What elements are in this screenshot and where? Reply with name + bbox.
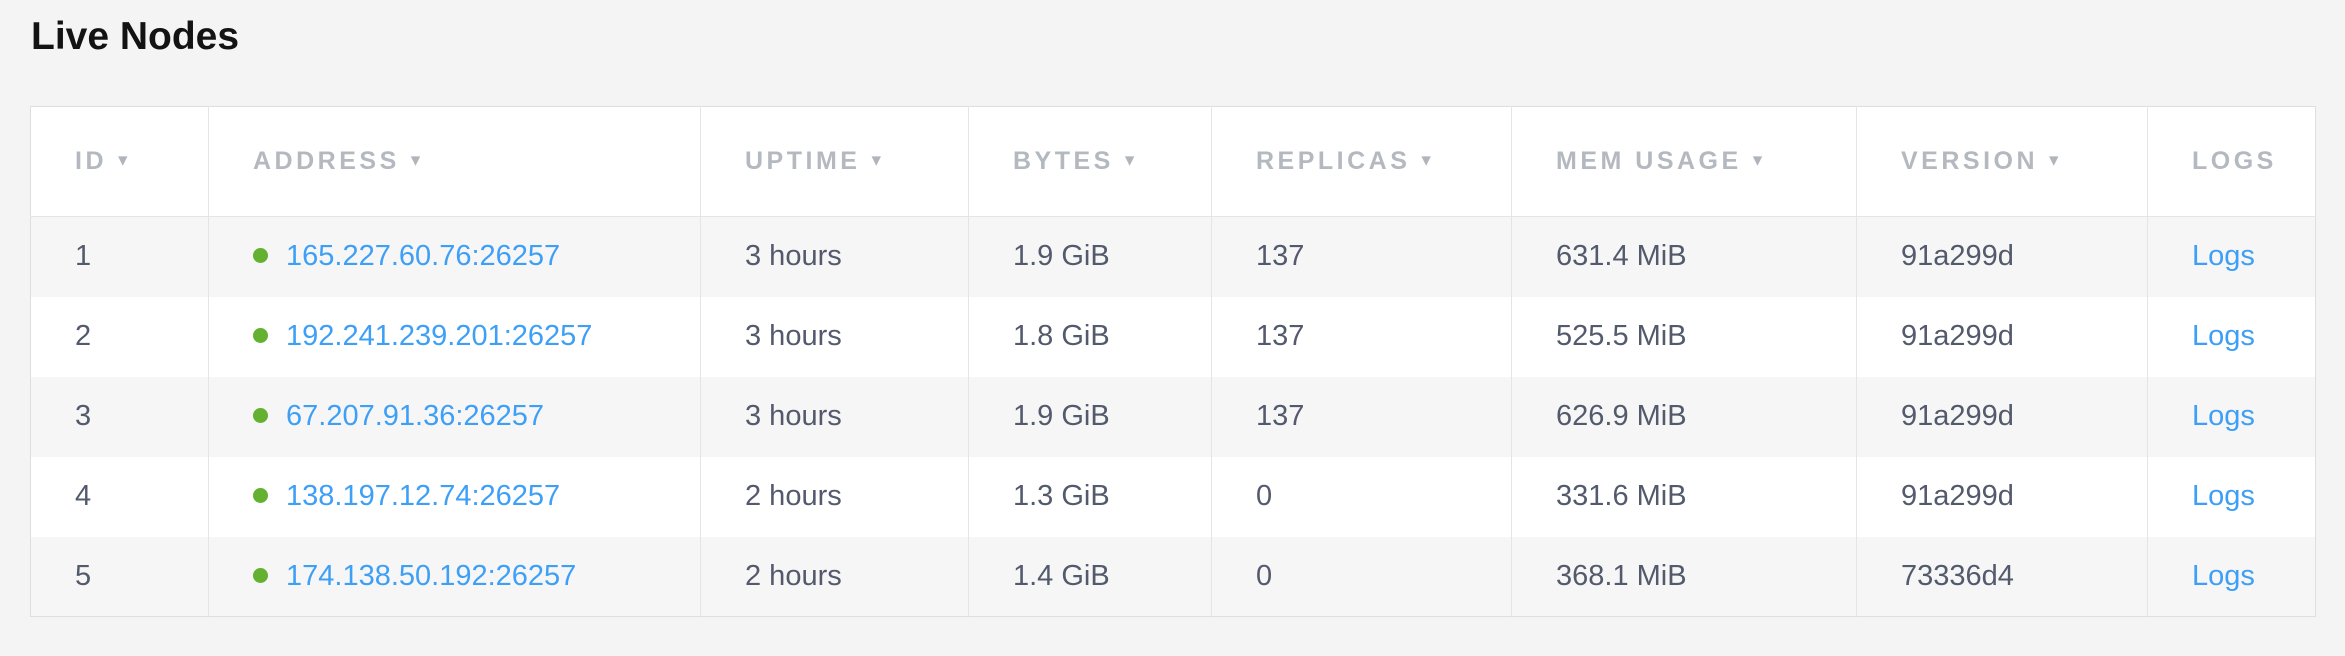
column-header-uptime[interactable]: UPTIME ▾ bbox=[700, 106, 969, 217]
cell-node-id: 2 bbox=[30, 296, 209, 377]
cell-uptime: 3 hours bbox=[700, 216, 969, 297]
cell-mem-usage: 631.4 MiB bbox=[1511, 216, 1857, 297]
cell-mem-usage: 368.1 MiB bbox=[1511, 536, 1857, 617]
cell-uptime: 3 hours bbox=[700, 376, 969, 457]
column-header-id[interactable]: ID ▾ bbox=[30, 106, 209, 217]
cell-version: 91a299d bbox=[1856, 456, 2148, 537]
live-status-dot-icon bbox=[253, 327, 268, 343]
table-row: 1 165.227.60.76:26257 3 hours 1.9 GiB 137 631… bbox=[30, 216, 2316, 297]
column-header-label: MEM USAGE bbox=[1556, 147, 1742, 175]
table-header-row: ID ▾ ADDRESS ▾ UPTIME ▾ BYTES ▾ REPLICAS ▾ MEM USA… bbox=[30, 106, 2316, 217]
cell-replicas: 0 bbox=[1211, 456, 1512, 537]
table-row: 5 174.138.50.192:26257 2 hours 1.4 GiB 0 368.… bbox=[30, 536, 2316, 617]
sort-down-icon: ▾ bbox=[1752, 150, 1766, 171]
column-header-address[interactable]: ADDRESS ▾ bbox=[208, 106, 701, 217]
cell-uptime: 3 hours bbox=[700, 296, 969, 377]
cell-node-id: 5 bbox=[30, 536, 209, 617]
sort-down-icon: ▾ bbox=[1421, 150, 1435, 171]
node-address-link[interactable]: 174.138.50.192:26257 bbox=[286, 559, 577, 592]
column-header-replicas[interactable]: REPLICAS ▾ bbox=[1211, 106, 1512, 217]
sort-down-icon: ▾ bbox=[1124, 150, 1138, 171]
live-nodes-table-container: ID ▾ ADDRESS ▾ UPTIME ▾ BYTES ▾ REPLICAS ▾ MEM USA… bbox=[30, 106, 2316, 617]
cell-address: 67.207.91.36:26257 bbox=[208, 376, 701, 457]
table-body: 1 165.227.60.76:26257 3 hours 1.9 GiB 137 631… bbox=[30, 216, 2316, 617]
cell-replicas: 137 bbox=[1211, 216, 1512, 297]
logs-link[interactable]: Logs bbox=[2192, 400, 2255, 432]
logs-link[interactable]: Logs bbox=[2192, 240, 2255, 273]
cell-address: 138.197.12.74:26257 bbox=[208, 456, 701, 537]
cell-replicas: 137 bbox=[1211, 376, 1512, 457]
cell-version: 91a299d bbox=[1856, 296, 2148, 377]
cell-logs: Logs bbox=[2147, 216, 2316, 297]
cell-node-id: 3 bbox=[30, 376, 209, 457]
logs-link[interactable]: Logs bbox=[2192, 480, 2255, 512]
sort-down-icon: ▾ bbox=[118, 150, 132, 171]
cell-uptime: 2 hours bbox=[700, 456, 969, 537]
cell-address: 165.227.60.76:26257 bbox=[208, 216, 701, 297]
table-row: 2 192.241.239.201:26257 3 hours 1.8 GiB 137 5… bbox=[30, 296, 2316, 377]
live-status-dot-icon bbox=[253, 487, 268, 503]
cell-version: 91a299d bbox=[1856, 376, 2148, 457]
page-title: Live Nodes bbox=[31, 15, 240, 58]
column-header-logs: LOGS bbox=[2147, 106, 2316, 217]
live-status-dot-icon bbox=[253, 407, 268, 423]
table-header: ID ▾ ADDRESS ▾ UPTIME ▾ BYTES ▾ REPLICAS ▾ MEM USA… bbox=[30, 106, 2316, 217]
cell-replicas: 137 bbox=[1211, 296, 1512, 377]
column-header-mem_usage[interactable]: MEM USAGE ▾ bbox=[1511, 106, 1857, 217]
sort-down-icon: ▾ bbox=[410, 150, 424, 171]
node-address-link[interactable]: 67.207.91.36:26257 bbox=[286, 400, 545, 432]
cell-version: 91a299d bbox=[1856, 216, 2148, 297]
node-address-link[interactable]: 138.197.12.74:26257 bbox=[286, 480, 561, 512]
cell-address: 192.241.239.201:26257 bbox=[208, 296, 701, 377]
sort-down-icon: ▾ bbox=[871, 150, 885, 171]
column-header-label: UPTIME bbox=[745, 147, 861, 175]
column-header-label: REPLICAS bbox=[1256, 147, 1411, 175]
live-nodes-table: ID ▾ ADDRESS ▾ UPTIME ▾ BYTES ▾ REPLICAS ▾ MEM USA… bbox=[30, 106, 2316, 617]
column-header-bytes[interactable]: BYTES ▾ bbox=[968, 106, 1212, 217]
cell-mem-usage: 626.9 MiB bbox=[1511, 376, 1857, 457]
logs-link[interactable]: Logs bbox=[2192, 320, 2255, 352]
cell-version: 73336d4 bbox=[1856, 536, 2148, 617]
live-status-dot-icon bbox=[253, 567, 268, 583]
live-status-dot-icon bbox=[253, 248, 268, 264]
column-header-label: BYTES bbox=[1013, 147, 1114, 175]
cell-bytes: 1.9 GiB bbox=[968, 376, 1212, 457]
logs-link[interactable]: Logs bbox=[2192, 559, 2255, 592]
sort-down-icon: ▾ bbox=[2049, 150, 2063, 171]
cell-node-id: 4 bbox=[30, 456, 209, 537]
column-header-label: ADDRESS bbox=[253, 147, 400, 175]
cell-logs: Logs bbox=[2147, 456, 2316, 537]
cell-bytes: 1.4 GiB bbox=[968, 536, 1212, 617]
cell-address: 174.138.50.192:26257 bbox=[208, 536, 701, 617]
cell-bytes: 1.9 GiB bbox=[968, 216, 1212, 297]
cell-mem-usage: 525.5 MiB bbox=[1511, 296, 1857, 377]
table-row: 4 138.197.12.74:26257 2 hours 1.3 GiB 0 331.6… bbox=[30, 456, 2316, 537]
cell-logs: Logs bbox=[2147, 376, 2316, 457]
column-header-label: VERSION bbox=[1901, 147, 2039, 175]
table-row: 3 67.207.91.36:26257 3 hours 1.9 GiB 137 626.… bbox=[30, 376, 2316, 457]
node-address-link[interactable]: 165.227.60.76:26257 bbox=[286, 240, 561, 273]
cell-bytes: 1.8 GiB bbox=[968, 296, 1212, 377]
cell-uptime: 2 hours bbox=[700, 536, 969, 617]
column-header-version[interactable]: VERSION ▾ bbox=[1856, 106, 2148, 217]
column-header-label: ID bbox=[75, 147, 107, 175]
node-address-link[interactable]: 192.241.239.201:26257 bbox=[286, 320, 593, 352]
cell-node-id: 1 bbox=[30, 216, 209, 297]
cell-logs: Logs bbox=[2147, 296, 2316, 377]
cell-mem-usage: 331.6 MiB bbox=[1511, 456, 1857, 537]
cell-bytes: 1.3 GiB bbox=[968, 456, 1212, 537]
column-header-label: LOGS bbox=[2192, 147, 2277, 175]
cell-replicas: 0 bbox=[1211, 536, 1512, 617]
cell-logs: Logs bbox=[2147, 536, 2316, 617]
